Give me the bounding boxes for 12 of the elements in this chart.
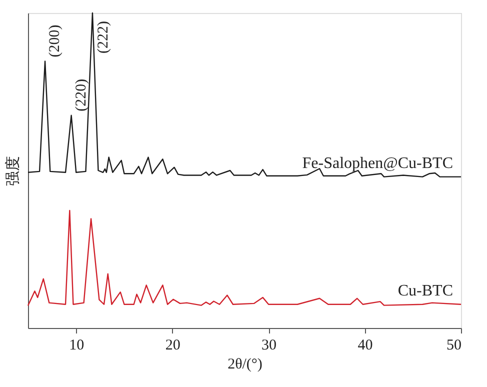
y-axis-title: 强度 bbox=[4, 156, 22, 186]
x-tick-label: 20 bbox=[165, 338, 180, 354]
annotation: (220) bbox=[73, 78, 90, 112]
annotation: (200) bbox=[47, 24, 64, 58]
annotation: (222) bbox=[95, 21, 112, 54]
x-tick-label: 30 bbox=[262, 338, 277, 354]
series-label: Fe-Salophen@Cu-BTC bbox=[302, 154, 453, 172]
x-tick-label: 50 bbox=[446, 338, 462, 354]
x-tick-label: 10 bbox=[69, 338, 84, 354]
series-label: Cu-BTC bbox=[398, 282, 453, 300]
x-tick-label: 40 bbox=[358, 338, 373, 354]
x-axis-title: 2θ/(°) bbox=[228, 356, 262, 372]
